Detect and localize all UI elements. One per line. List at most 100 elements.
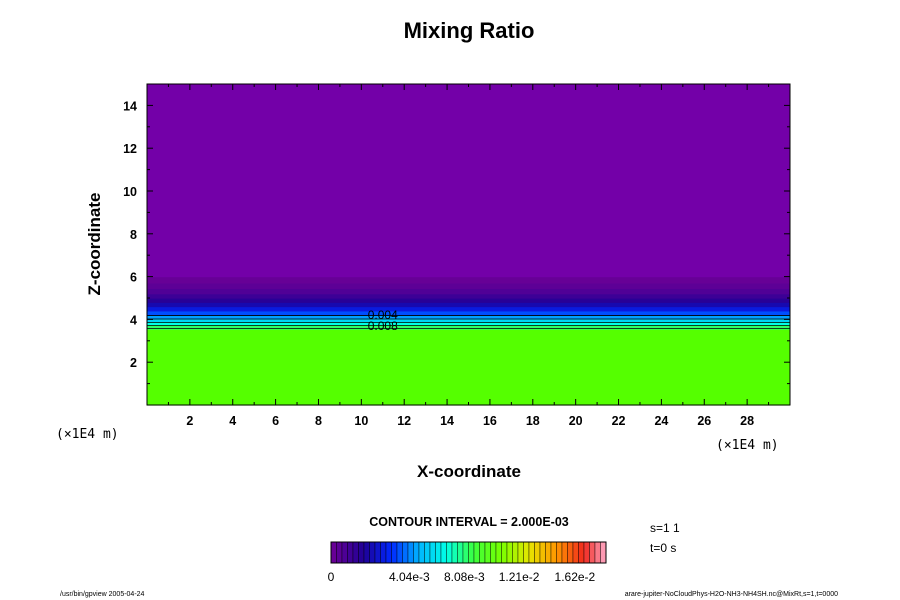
colorbar-swatch (517, 541, 524, 564)
y-axis: 2 4 6 8 10 12 14 (123, 99, 790, 385)
colorbar-swatch (413, 541, 420, 564)
x-tick-label: 6 (272, 414, 279, 428)
colorbar-swatch (578, 541, 585, 564)
x-tick-label: 2 (186, 414, 193, 428)
colorbar-swatch (462, 541, 469, 564)
mixing-layer-4 (147, 315, 790, 319)
contour-label-0: 0.004 (368, 308, 398, 322)
colorbar-swatch (391, 541, 398, 564)
colorbar-swatch (402, 541, 409, 564)
colorbar-swatch (600, 541, 607, 564)
x-axis-title: X-coordinate (417, 462, 521, 481)
colorbar-swatch (347, 541, 354, 564)
x-tick-label: 18 (526, 414, 540, 428)
colorbar-tick-label: 8.08e-3 (444, 570, 485, 584)
colorbar (330, 541, 607, 564)
colorbar-swatch (407, 541, 414, 564)
colorbar-swatch (363, 541, 370, 564)
y-tick-label: 6 (130, 271, 137, 285)
colorbar-swatch (561, 541, 568, 564)
x-tick-label: 10 (354, 414, 368, 428)
colorbar-swatch (534, 541, 541, 564)
colorbar-swatch (572, 541, 579, 564)
plot-area (147, 84, 790, 406)
y-tick-label: 14 (123, 99, 137, 113)
mixing-layer-9 (147, 293, 790, 299)
x-tick-label: 14 (440, 414, 454, 428)
y-tick-label: 2 (130, 356, 137, 370)
colorbar-swatch (490, 541, 497, 564)
colorbar-swatch (583, 541, 590, 564)
x-tick-label: 8 (315, 414, 322, 428)
contour-interval-label: CONTOUR INTERVAL = 2.000E-03 (369, 515, 569, 529)
colorbar-swatch (484, 541, 491, 564)
colorbar-swatch (341, 541, 348, 564)
x-axis-unit: (×1E4 m) (716, 438, 779, 453)
colorbar-swatch (479, 541, 486, 564)
colorbar-tick-labels: 0 4.04e-3 8.08e-3 1.21e-2 1.62e-2 (328, 570, 596, 584)
x-tick-label: 22 (612, 414, 626, 428)
mixing-layer-5 (147, 310, 790, 316)
annotation-time: t=0 s (650, 541, 676, 555)
x-tick-label: 20 (569, 414, 583, 428)
mixing-layer-2 (147, 321, 790, 326)
colorbar-swatch (528, 541, 535, 564)
y-axis-title: Z-coordinate (85, 193, 104, 296)
colorbar-tick-label: 0 (328, 570, 335, 584)
mixing-layer-13 (147, 84, 790, 278)
x-tick-label: 26 (697, 414, 711, 428)
footer-left: /usr/bin/gpview 2005-04-24 (60, 591, 145, 598)
colorbar-swatch (380, 541, 387, 564)
colorbar-swatch (435, 541, 442, 564)
mixing-layer-8 (147, 298, 790, 303)
colorbar-swatch (473, 541, 480, 564)
x-tick-label: 12 (397, 414, 411, 428)
colorbar-swatch (589, 541, 596, 564)
colorbar-tick-label: 1.21e-2 (499, 570, 540, 584)
x-tick-label: 24 (654, 414, 668, 428)
colorbar-swatch (451, 541, 458, 564)
y-tick-label: 8 (130, 228, 137, 242)
colorbar-swatch (468, 541, 475, 564)
colorbar-swatch (429, 541, 436, 564)
colorbar-swatch (457, 541, 464, 564)
footer-right: arare-jupiter-NoCloudPhys-H2O-NH3-NH4SH.… (625, 591, 838, 598)
mixing-layer-1 (147, 324, 790, 330)
colorbar-swatch (506, 541, 513, 564)
x-tick-label: 28 (740, 414, 754, 428)
mixing-layer-10 (147, 288, 790, 295)
y-tick-label: 4 (130, 313, 137, 327)
colorbar-swatch (539, 541, 546, 564)
colorbar-swatch (446, 541, 453, 564)
colorbar-swatch (556, 541, 563, 564)
mixing-layer-12 (147, 276, 790, 284)
contour-lines (147, 315, 790, 329)
colorbar-swatch (594, 541, 601, 564)
colorbar-swatch (358, 541, 365, 564)
colorbar-swatch (501, 541, 508, 564)
colorbar-swatch (385, 541, 392, 564)
contour-label-1: 0.008 (368, 319, 398, 333)
x-tick-label: 16 (483, 414, 497, 428)
colorbar-swatch (352, 541, 359, 564)
x-tick-label: 4 (229, 414, 236, 428)
colorbar-swatch (512, 541, 519, 564)
colorbar-swatch (418, 541, 425, 564)
mixing-layer-0 (147, 329, 790, 406)
y-tick-label: 10 (123, 185, 137, 199)
colorbar-swatch (374, 541, 381, 564)
colorbar-swatch (369, 541, 376, 564)
colorbar-swatch (440, 541, 447, 564)
colorbar-swatch (330, 541, 337, 564)
chart-title: Mixing Ratio (404, 18, 535, 43)
colorbar-swatch (567, 541, 574, 564)
mixing-layer-11 (147, 283, 790, 289)
annotation-step: s=1 1 (650, 521, 680, 535)
colorbar-swatch (424, 541, 431, 564)
x-axis: 2 4 6 8 10 12 14 16 18 20 22 24 26 28 (167, 84, 770, 428)
colorbar-swatch (523, 541, 530, 564)
colorbar-swatch (336, 541, 343, 564)
colorbar-swatch (550, 541, 557, 564)
